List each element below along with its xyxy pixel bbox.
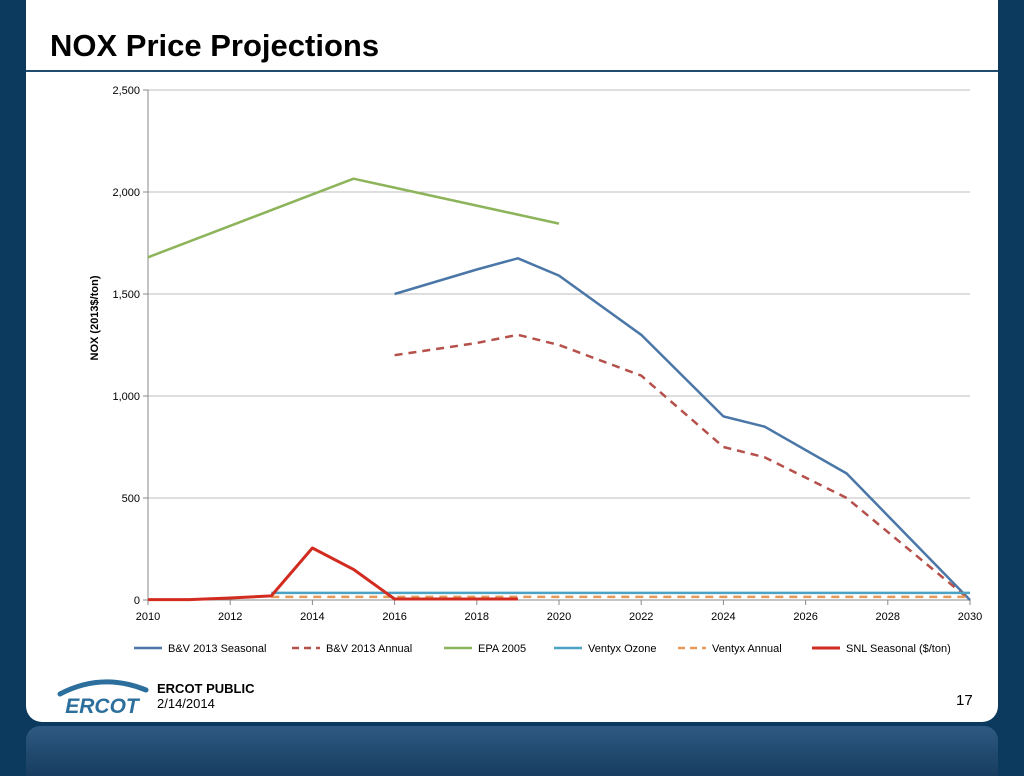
x-tick-label: 2022 — [629, 611, 653, 623]
slide: NOX Price Projections 0 500 1,000 1,500 2,00… — [26, 0, 998, 722]
series-line — [148, 546, 518, 602]
ercot-logo: ERCOT — [57, 679, 149, 718]
legend-label: EPA 2005 — [478, 643, 526, 655]
title-divider — [26, 70, 998, 72]
x-tick-label: 2016 — [382, 611, 406, 623]
legend-label: SNL Seasonal ($/ton) — [846, 643, 951, 655]
chart-legend: B&V 2013 Seasonal B&V 2013 Annual EPA 2005… — [134, 643, 951, 655]
bottom-bar — [26, 726, 998, 776]
x-tick-label: 2028 — [876, 611, 900, 623]
y-axis-label: NOX (2013$/ton) — [89, 275, 101, 360]
x-axis-ticks: 2010 2012 2014 2016 2018 2020 2022 2024 2026 2028… — [136, 611, 982, 623]
y-tick-label: 2,500 — [112, 85, 140, 97]
x-tick-label: 2018 — [465, 611, 489, 623]
page-number: 17 — [956, 692, 973, 709]
series-line — [147, 177, 560, 259]
y-tick-label: 0 — [134, 595, 140, 607]
x-tick-label: 2014 — [300, 611, 324, 623]
footer-info: ERCOT PUBLIC 2/14/2014 — [157, 681, 255, 712]
x-tick-label: 2010 — [136, 611, 160, 623]
footer-classification: ERCOT PUBLIC — [157, 681, 255, 696]
legend-label: B&V 2013 Seasonal — [168, 643, 266, 655]
series-line — [394, 333, 971, 601]
legend-label: Ventyx Ozone — [588, 643, 657, 655]
legend-label: B&V 2013 Annual — [326, 643, 412, 655]
x-tick-label: 2012 — [218, 611, 242, 623]
footer-date: 2/14/2014 — [157, 696, 215, 711]
legend-label: Ventyx Annual — [712, 643, 782, 655]
x-tick-label: 2020 — [547, 611, 571, 623]
y-axis-ticks: 0 500 1,000 1,500 2,000 2,500 — [112, 85, 140, 607]
y-tick-label: 1,000 — [112, 391, 140, 403]
y-tick-label: 500 — [122, 493, 140, 505]
x-tick-label: 2026 — [793, 611, 817, 623]
y-tick-label: 1,500 — [112, 289, 140, 301]
series-line — [394, 257, 971, 601]
chart-gridlines — [143, 89, 971, 605]
chart-series — [147, 177, 971, 602]
x-tick-label: 2024 — [711, 611, 735, 623]
x-tick-label: 2030 — [958, 611, 982, 623]
ercot-logo-text: ERCOT — [65, 695, 141, 718]
slide-title: NOX Price Projections — [50, 28, 380, 63]
y-tick-label: 2,000 — [112, 187, 140, 199]
